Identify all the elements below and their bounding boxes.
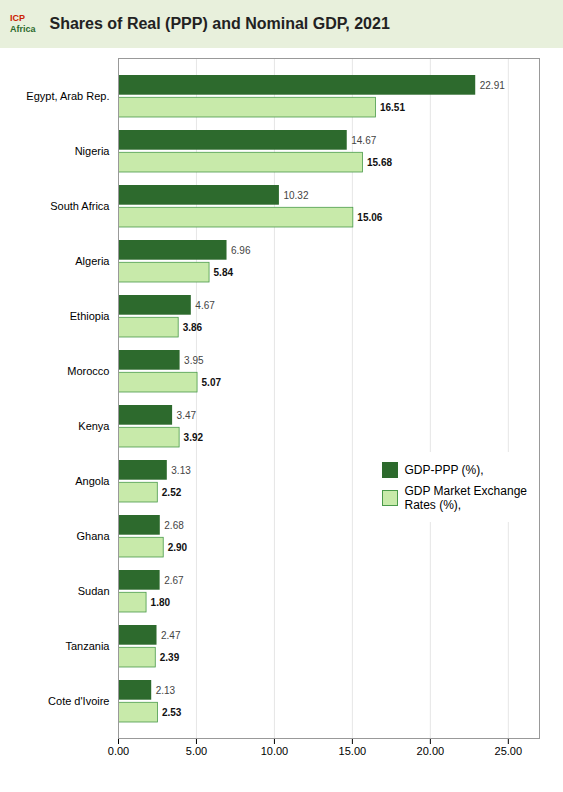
svg-text:16.51: 16.51	[380, 102, 405, 113]
svg-text:15.68: 15.68	[367, 157, 392, 168]
svg-text:2.13: 2.13	[156, 685, 176, 696]
svg-text:5.00: 5.00	[186, 745, 207, 757]
svg-text:22.91: 22.91	[480, 80, 505, 91]
svg-text:2.53: 2.53	[162, 707, 182, 718]
svg-text:3.47: 3.47	[177, 410, 197, 421]
svg-text:10.32: 10.32	[283, 190, 308, 201]
svg-text:5.84: 5.84	[214, 267, 234, 278]
svg-text:Morocco: Morocco	[67, 365, 109, 377]
svg-text:25.00: 25.00	[495, 745, 523, 757]
svg-text:3.95: 3.95	[184, 355, 204, 366]
svg-text:Cote d'Ivoire: Cote d'Ivoire	[48, 695, 109, 707]
html-text:Shares of Real (PPP) and Nomin: Shares of Real (PPP) and Nominal GDP, 20…	[49, 15, 390, 32]
svg-text:Egypt, Arab Rep.: Egypt, Arab Rep.	[26, 90, 109, 102]
svg-text:15.00: 15.00	[339, 745, 367, 757]
svg-text:South Africa: South Africa	[50, 200, 110, 212]
svg-text:Nigeria: Nigeria	[75, 145, 111, 157]
svg-text:14.67: 14.67	[351, 135, 376, 146]
svg-text:15.06: 15.06	[357, 212, 382, 223]
svg-text:2.90: 2.90	[168, 542, 188, 553]
svg-text:4.67: 4.67	[195, 300, 215, 311]
svg-text:2.52: 2.52	[162, 487, 182, 498]
svg-text:Algeria: Algeria	[75, 255, 110, 267]
html-text:GDP Market Exchange Rates (%),: GDP Market Exchange Rates (%),	[404, 484, 527, 513]
svg-text:Ghana: Ghana	[76, 530, 110, 542]
svg-text:20.00: 20.00	[417, 745, 445, 757]
svg-text:Tanzania: Tanzania	[65, 640, 110, 652]
svg-text:1.80: 1.80	[151, 597, 171, 608]
svg-text:5.07: 5.07	[202, 377, 222, 388]
svg-text:Kenya: Kenya	[78, 420, 110, 432]
svg-text:3.86: 3.86	[183, 322, 203, 333]
svg-text:3.13: 3.13	[171, 465, 191, 476]
svg-text:Angola: Angola	[75, 475, 110, 487]
html-text:GDP-PPP (%),: GDP-PPP (%),	[404, 463, 484, 478]
html-text:ICP: ICP	[10, 13, 25, 24]
svg-text:2.68: 2.68	[164, 520, 184, 531]
svg-text:10.00: 10.00	[261, 745, 289, 757]
svg-text:Ethiopia: Ethiopia	[70, 310, 111, 322]
html-text:Africa: Africa	[10, 24, 36, 34]
svg-text:2.47: 2.47	[161, 630, 181, 641]
svg-text:3.92: 3.92	[184, 432, 204, 443]
svg-text:2.39: 2.39	[160, 652, 180, 663]
svg-text:Sudan: Sudan	[78, 585, 110, 597]
svg-text:6.96: 6.96	[231, 245, 251, 256]
svg-text:0.00: 0.00	[108, 745, 129, 757]
svg-text:2.67: 2.67	[164, 575, 184, 586]
